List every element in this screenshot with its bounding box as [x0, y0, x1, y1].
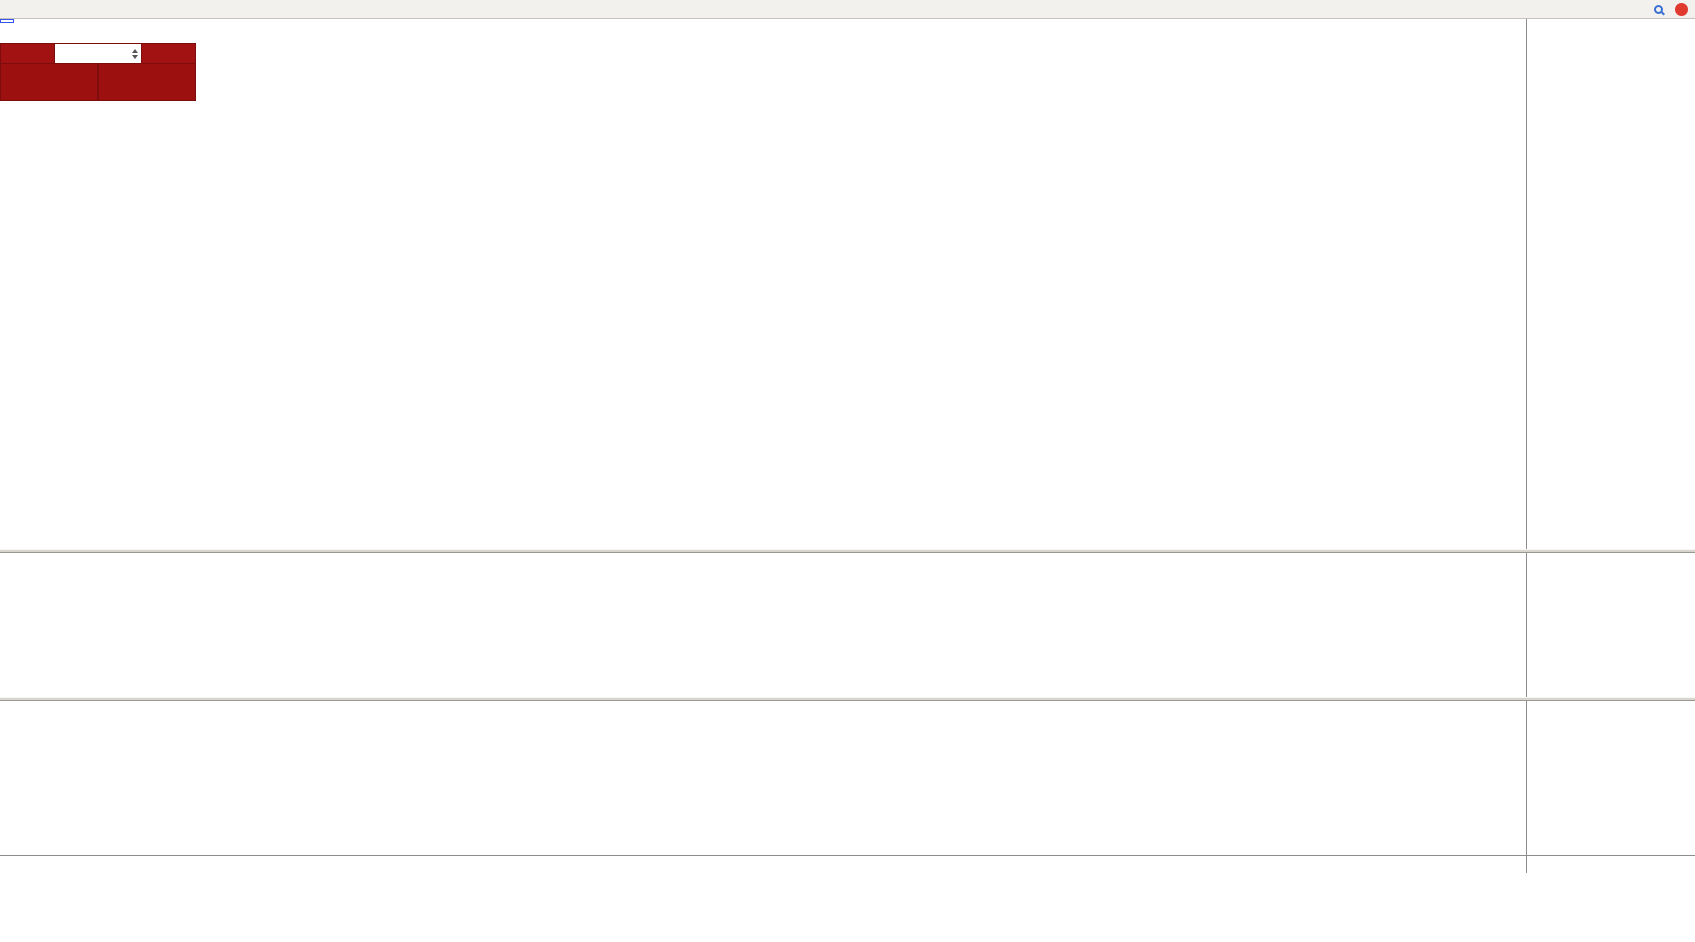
macd-axis[interactable]: [1526, 553, 1695, 697]
rsi-panel: [0, 701, 1695, 855]
turning-point-label[interactable]: [0, 19, 14, 23]
search-icon: [1654, 4, 1663, 14]
macd-panel: [0, 553, 1695, 697]
buy-price-button[interactable]: [98, 64, 196, 101]
one-click-trading-panel: [0, 43, 196, 101]
search-button[interactable]: [1649, 1, 1668, 18]
candlestick-chart-canvas[interactable]: [0, 19, 1526, 549]
main-chart-panel: [0, 19, 1695, 549]
volume-input[interactable]: [55, 43, 141, 64]
toolbar-groups: [4, 0, 1649, 18]
toolbar-right: [1649, 1, 1691, 18]
rsi-canvas[interactable]: [0, 701, 1526, 855]
rsi-label: [4, 704, 9, 714]
price-axis[interactable]: [1526, 19, 1695, 549]
sell-price-button[interactable]: [0, 64, 98, 101]
macd-label: [4, 556, 13, 566]
bottom-filler: [0, 873, 1695, 942]
sell-button[interactable]: [0, 43, 55, 64]
rsi-axis[interactable]: [1526, 701, 1695, 855]
toolbar: [0, 0, 1695, 19]
stepper-down-icon[interactable]: [132, 54, 138, 62]
macd-canvas[interactable]: [0, 553, 1526, 697]
notifications-badge[interactable]: [1675, 2, 1688, 16]
panel-splitter[interactable]: [0, 697, 1695, 701]
time-axis[interactable]: [0, 855, 1695, 873]
volume-stepper[interactable]: [132, 46, 138, 62]
panel-splitter[interactable]: [0, 549, 1695, 553]
buy-button[interactable]: [141, 43, 196, 64]
stepper-up-icon[interactable]: [132, 46, 138, 53]
